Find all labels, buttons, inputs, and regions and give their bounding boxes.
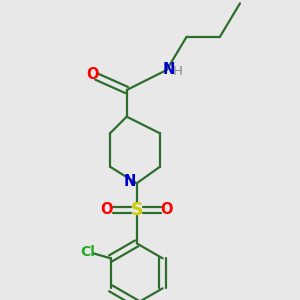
- Text: O: O: [160, 202, 173, 217]
- Text: S: S: [130, 201, 143, 219]
- Text: Cl: Cl: [80, 245, 95, 259]
- Text: N: N: [124, 174, 136, 189]
- Text: O: O: [100, 202, 113, 217]
- Text: O: O: [86, 68, 99, 82]
- Text: N: N: [162, 62, 175, 77]
- Text: H: H: [173, 65, 183, 78]
